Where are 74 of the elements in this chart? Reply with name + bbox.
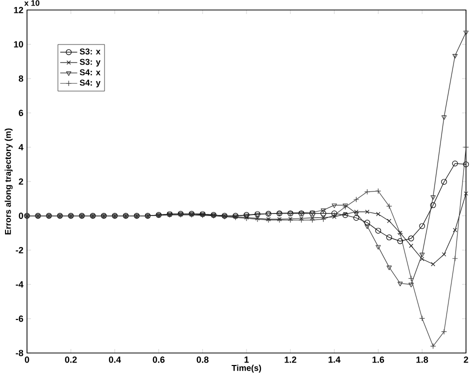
point [320,210,326,216]
point [452,228,458,232]
point [364,188,370,195]
point [419,315,425,322]
y-tick-label: 12 [14,6,24,14]
point [364,220,370,226]
y-tick-label: 0 [18,212,24,219]
point [408,276,414,282]
point [408,282,414,288]
x-tick-label: 1 [244,356,249,363]
point [408,236,414,242]
point [310,216,314,220]
y-tick-label: 4 [18,144,24,150]
point [365,210,370,214]
y-tick-label: 10 [14,41,24,48]
point [354,210,358,214]
x-tick-label: 0 [24,356,30,363]
point [419,223,425,229]
point [442,115,447,120]
x-tick-label: 1.6 [372,356,384,363]
x-axis-title: Time(s) [232,364,262,373]
point [353,214,360,221]
point [420,256,424,262]
point [386,266,392,270]
point [408,244,414,248]
point [332,214,336,219]
legend-label: S4: y [80,80,101,88]
x-tick-label: 1.4 [328,356,340,363]
point [375,188,382,194]
y-axis-title: Errors along trajectory (m) [4,128,13,234]
point [364,224,370,229]
y-tick-label: 2 [18,178,24,185]
point [320,208,326,214]
point [354,212,359,216]
point [441,328,447,335]
x-tick-label: 0.6 [152,356,165,363]
point [353,196,360,202]
point [386,234,392,240]
y-tick-label: -8 [16,350,24,356]
point [430,202,436,208]
point [387,218,392,224]
point [452,256,458,262]
point [386,203,392,210]
point [375,228,382,234]
y-tick-label: 8 [18,75,24,82]
point [452,160,458,166]
y-tick-label: -6 [16,316,24,322]
point [332,204,337,208]
y-tick-label: -4 [16,281,24,288]
x-tick-label: 0.8 [196,356,209,363]
legend-label: S3: y [80,58,101,67]
point [320,216,326,222]
legend-label: S4: x [80,69,100,76]
x-tick-label: 2 [464,356,468,363]
point [397,238,404,244]
point [430,262,436,266]
x-tick-label: 0.4 [108,356,121,363]
point [452,54,458,59]
legend-label: S3: x [80,48,100,54]
point [441,178,447,185]
x-tick-label: 0.2 [65,356,77,363]
point [376,245,381,250]
point [298,217,304,223]
x-tick-label: 1.8 [416,356,428,363]
y-tick-label: 6 [18,110,24,116]
point [398,282,403,286]
point [376,212,380,216]
point [420,252,425,258]
point [442,252,446,257]
x-tick-label: 1.2 [284,356,296,363]
point [430,343,436,350]
point [430,195,436,200]
y-tick-label: -2 [16,246,24,254]
point [309,217,316,223]
